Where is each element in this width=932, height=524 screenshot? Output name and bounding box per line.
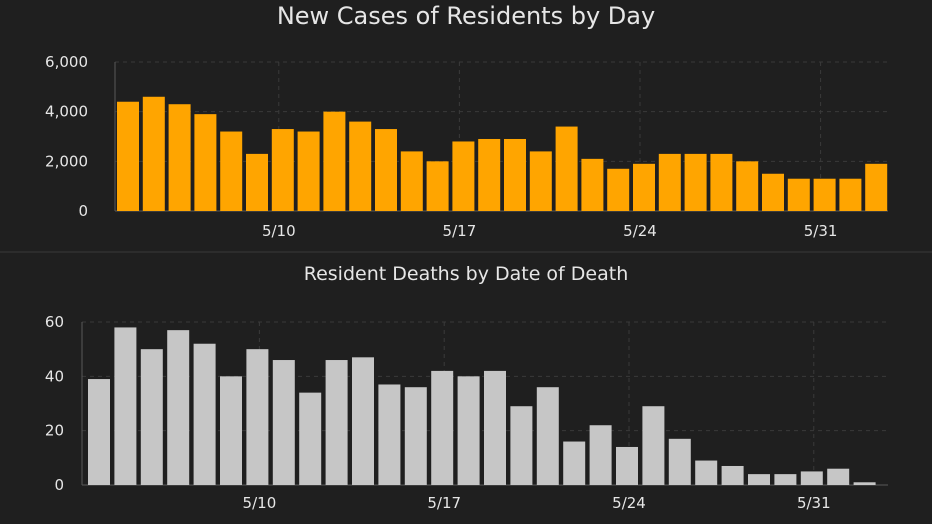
chart-1-bar xyxy=(736,161,759,211)
chart-1-bar xyxy=(787,178,810,211)
chart-1-bar xyxy=(375,129,397,211)
chart-1-bar xyxy=(400,151,423,211)
chart-1-bar xyxy=(607,168,630,211)
chart-1-bar xyxy=(168,104,191,211)
chart-2-bar xyxy=(431,370,454,485)
chart-1-title: New Cases of Residents by Day xyxy=(277,2,655,30)
chart-1-bar xyxy=(865,163,888,211)
chart-2-xtick-label: 5/24 xyxy=(612,494,646,512)
chart-2-bar xyxy=(220,376,242,485)
chart-1-bar xyxy=(426,161,449,211)
chart-1-bar xyxy=(194,114,217,211)
chart-2-bar xyxy=(167,330,190,485)
chart-2-bar xyxy=(748,474,770,485)
chart-1-bar xyxy=(581,158,604,211)
chart-1-xtick-label: 5/31 xyxy=(804,222,838,240)
chart-1-bar xyxy=(762,173,784,211)
chart-2-bar xyxy=(299,392,322,485)
chart-1-xtick-label: 5/24 xyxy=(623,222,657,240)
chart-1-ytick-label: 2,000 xyxy=(45,152,88,170)
chart-2-bar xyxy=(88,379,110,485)
chart-1-xtick-label: 5/10 xyxy=(262,222,296,240)
chart-1-bar xyxy=(529,151,552,211)
chart-2-bar xyxy=(510,406,533,485)
chart-1-bar xyxy=(220,131,243,211)
chart-1-bar xyxy=(555,126,578,211)
chart-2-bar xyxy=(246,349,269,485)
chart-2-bar xyxy=(114,327,137,485)
chart-1-bar xyxy=(633,163,655,211)
chart-2-bar xyxy=(272,360,295,485)
chart-1-bar xyxy=(478,138,501,211)
chart-2-bar xyxy=(484,370,506,485)
chart-1-xtick-label: 5/17 xyxy=(443,222,477,240)
chart-1-ytick-label: 4,000 xyxy=(45,103,88,121)
chart-2-bar xyxy=(800,471,823,485)
chart-1-bar xyxy=(246,153,268,211)
chart-2-bar xyxy=(457,376,480,485)
chart-2-bar xyxy=(563,441,586,485)
chart-1-bar xyxy=(349,121,372,211)
chart-1-bar xyxy=(813,178,836,211)
chart-2-bar xyxy=(352,357,374,485)
chart-2-bar xyxy=(140,349,163,485)
chart-2-xtick-label: 5/31 xyxy=(797,494,831,512)
chart-2-ytick-label: 40 xyxy=(45,367,64,385)
chart-1-bar xyxy=(297,131,320,211)
chart-2-bar xyxy=(695,460,718,485)
chart-2-ytick-label: 0 xyxy=(54,476,64,494)
chart-1-ytick-label: 0 xyxy=(78,202,88,220)
chart-2-xtick-label: 5/17 xyxy=(427,494,461,512)
chart-2-ytick-label: 60 xyxy=(45,313,64,331)
chart-2-bar xyxy=(616,446,638,485)
chart-1-bar xyxy=(658,153,681,211)
chart-1-bar xyxy=(684,153,707,211)
chart-2-bar xyxy=(853,482,876,485)
chart-2-bar xyxy=(774,474,797,485)
chart-2-bar xyxy=(721,465,744,485)
chart-1-bar xyxy=(271,129,294,211)
chart-1-bar xyxy=(117,101,139,211)
chart-1-ytick-label: 6,000 xyxy=(45,53,88,71)
chart-1-bar xyxy=(323,111,346,211)
chart-1-bar xyxy=(142,96,165,211)
chart-1-bar xyxy=(504,138,526,211)
chart-2-bar xyxy=(536,387,559,485)
chart-2-xtick-label: 5/10 xyxy=(243,494,277,512)
chart-2-bar xyxy=(668,438,691,485)
chart-1-bar xyxy=(839,178,862,211)
chart-2-bar xyxy=(325,360,348,485)
chart-1-bar xyxy=(710,153,733,211)
chart-2-ytick-label: 20 xyxy=(45,422,64,440)
chart-2-bar xyxy=(642,406,665,485)
chart-2-bar xyxy=(404,387,427,485)
chart-2-bar xyxy=(827,468,850,485)
chart-2-title: Resident Deaths by Date of Death xyxy=(304,263,629,285)
chart-2-bar xyxy=(589,425,612,485)
chart-1-bar xyxy=(452,141,475,211)
chart-2-bar xyxy=(378,384,401,485)
chart-2-bar xyxy=(193,343,216,485)
